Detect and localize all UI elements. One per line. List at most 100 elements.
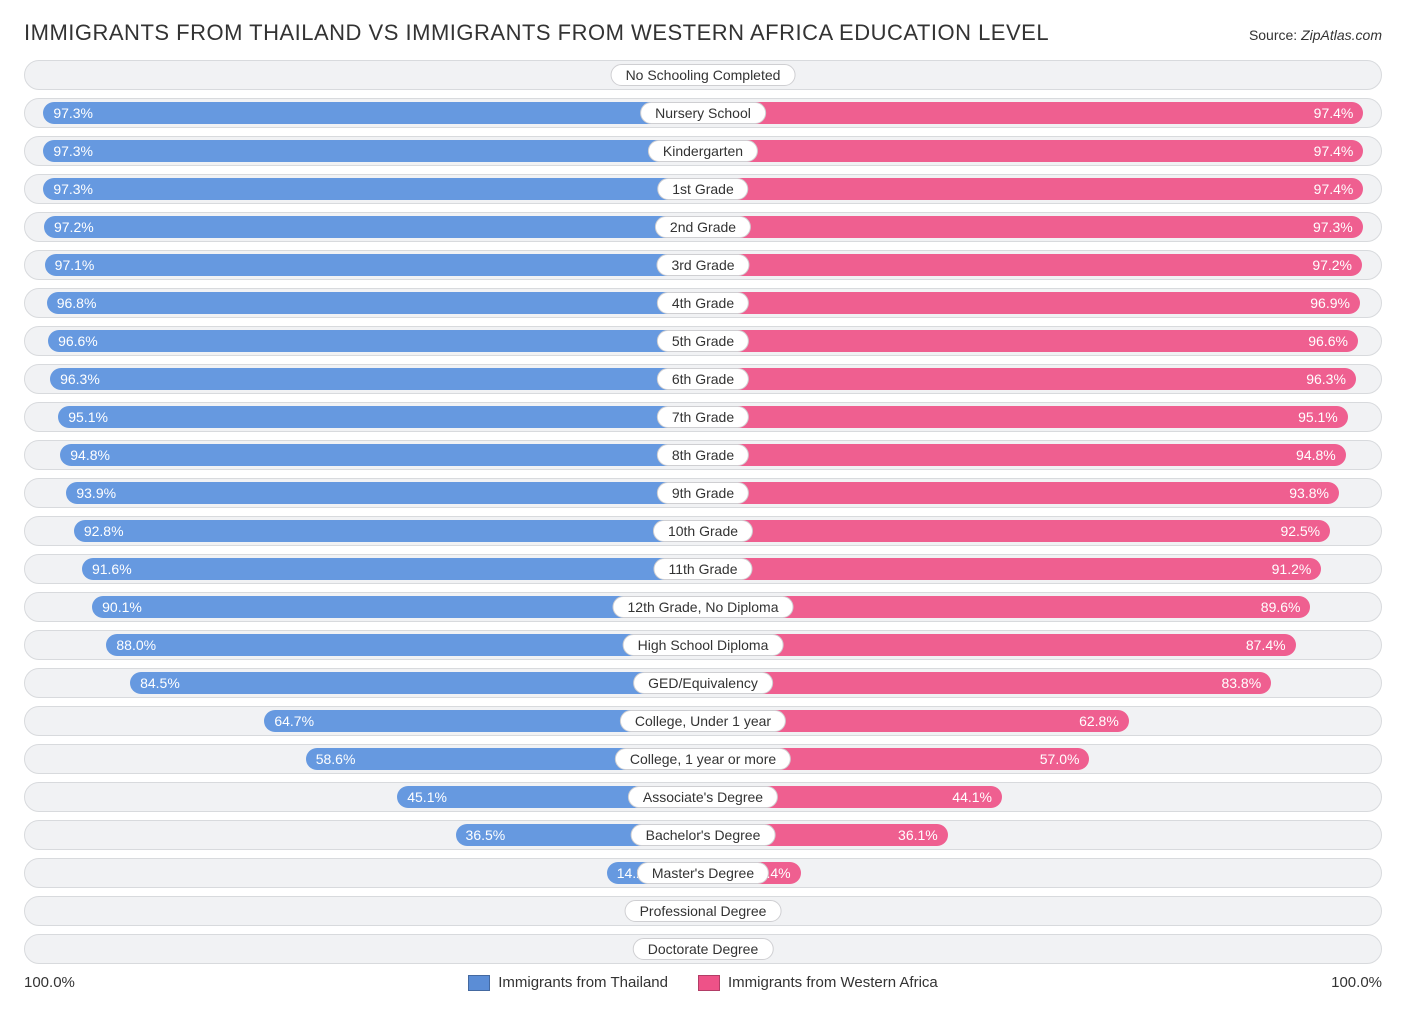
bar-left-value: 64.7% bbox=[264, 713, 324, 729]
bar-left-value: 92.8% bbox=[74, 523, 134, 539]
bar-left: 96.3% bbox=[50, 368, 703, 390]
legend-item-right: Immigrants from Western Africa bbox=[698, 974, 938, 991]
bar-right: 93.8% bbox=[703, 482, 1339, 504]
chart-source: Source: ZipAtlas.com bbox=[1249, 27, 1382, 43]
bar-right-value: 93.8% bbox=[1279, 485, 1339, 501]
category-label: 12th Grade, No Diploma bbox=[613, 596, 794, 618]
legend-label-right: Immigrants from Western Africa bbox=[728, 974, 938, 991]
chart-row: 96.8%96.9%4th Grade bbox=[24, 288, 1382, 318]
bar-right-value: 83.8% bbox=[1211, 675, 1271, 691]
category-label: 7th Grade bbox=[657, 406, 749, 428]
category-label: GED/Equivalency bbox=[633, 672, 773, 694]
chart-row: 14.2%14.4%Master's Degree bbox=[24, 858, 1382, 888]
bar-left-value: 97.3% bbox=[43, 181, 103, 197]
bar-left: 91.6% bbox=[82, 558, 703, 580]
bar-right-value: 44.1% bbox=[942, 789, 1002, 805]
category-label: High School Diploma bbox=[623, 634, 784, 656]
bar-left: 97.1% bbox=[45, 254, 703, 276]
chart-row: 36.5%36.1%Bachelor's Degree bbox=[24, 820, 1382, 850]
category-label: 11th Grade bbox=[653, 558, 752, 580]
bar-left: 96.8% bbox=[47, 292, 703, 314]
bar-left-value: 93.9% bbox=[66, 485, 126, 501]
source-label: Source: bbox=[1249, 27, 1301, 43]
legend-swatch-left bbox=[468, 975, 490, 991]
bar-left-value: 96.8% bbox=[47, 295, 107, 311]
chart-row: 96.3%96.3%6th Grade bbox=[24, 364, 1382, 394]
bar-right-value: 87.4% bbox=[1236, 637, 1296, 653]
chart-header: IMMIGRANTS FROM THAILAND VS IMMIGRANTS F… bbox=[24, 20, 1382, 46]
bar-right-value: 62.8% bbox=[1069, 713, 1129, 729]
chart-row: 84.5% 83.8% GED/Equivalency bbox=[24, 668, 1382, 698]
category-label: 8th Grade bbox=[657, 444, 749, 466]
bar-left: 95.1% bbox=[58, 406, 703, 428]
category-label: Bachelor's Degree bbox=[631, 824, 776, 846]
chart-row: 96.6% 96.6% 5th Grade bbox=[24, 326, 1382, 356]
category-label: 9th Grade bbox=[657, 482, 749, 504]
bar-right-value: 97.4% bbox=[1304, 143, 1364, 159]
source-value: ZipAtlas.com bbox=[1301, 27, 1382, 43]
category-label: 10th Grade bbox=[653, 520, 753, 542]
category-label: Master's Degree bbox=[637, 862, 769, 884]
chart-legend: Immigrants from Thailand Immigrants from… bbox=[75, 974, 1331, 991]
bar-right-value: 57.0% bbox=[1030, 751, 1090, 767]
bar-left-value: 96.3% bbox=[50, 371, 110, 387]
chart-row: 93.9% 93.8% 9th Grade bbox=[24, 478, 1382, 508]
bar-left: 84.5% bbox=[130, 672, 703, 694]
category-label: College, Under 1 year bbox=[620, 710, 786, 732]
bar-left-value: 88.0% bbox=[106, 637, 166, 653]
bar-left-value: 90.1% bbox=[92, 599, 152, 615]
bar-right: 96.6% bbox=[703, 330, 1358, 352]
axis-max-left: 100.0% bbox=[24, 974, 75, 991]
bar-left-value: 97.2% bbox=[44, 219, 104, 235]
chart-title: IMMIGRANTS FROM THAILAND VS IMMIGRANTS F… bbox=[24, 20, 1049, 46]
bar-right-value: 96.3% bbox=[1296, 371, 1356, 387]
bar-left: 97.3% bbox=[43, 102, 703, 124]
bar-left: 97.3% bbox=[43, 178, 703, 200]
category-label: Kindergarten bbox=[648, 140, 758, 162]
bar-right: 83.8% bbox=[703, 672, 1271, 694]
bar-right: 95.1% bbox=[703, 406, 1348, 428]
bar-left: 88.0% bbox=[106, 634, 703, 656]
bar-right: 92.5% bbox=[703, 520, 1330, 542]
bar-right-value: 95.1% bbox=[1288, 409, 1348, 425]
category-label: 4th Grade bbox=[657, 292, 749, 314]
category-label: Professional Degree bbox=[625, 900, 782, 922]
bar-right: 97.3% bbox=[703, 216, 1363, 238]
bar-right-value: 89.6% bbox=[1251, 599, 1311, 615]
chart-row: 58.6%57.0%College, 1 year or more bbox=[24, 744, 1382, 774]
category-label: Nursery School bbox=[640, 102, 766, 124]
bar-right-value: 97.2% bbox=[1302, 257, 1362, 273]
bar-right: 97.2% bbox=[703, 254, 1362, 276]
chart-row: 97.3%97.4%Kindergarten bbox=[24, 136, 1382, 166]
axis-max-right: 100.0% bbox=[1331, 974, 1382, 991]
bar-right-value: 92.5% bbox=[1270, 523, 1330, 539]
chart-row: 90.1% 89.6% 12th Grade, No Diploma bbox=[24, 592, 1382, 622]
category-label: No Schooling Completed bbox=[611, 64, 796, 86]
chart-row: 4.3%4.0%Professional Degree bbox=[24, 896, 1382, 926]
bar-left-value: 45.1% bbox=[397, 789, 457, 805]
chart-row: 97.3%97.4%Nursery School bbox=[24, 98, 1382, 128]
chart-row: 97.1%97.2%3rd Grade bbox=[24, 250, 1382, 280]
bar-right: 87.4% bbox=[703, 634, 1296, 656]
legend-swatch-right bbox=[698, 975, 720, 991]
chart-row: 1.8%1.7%Doctorate Degree bbox=[24, 934, 1382, 964]
category-label: 2nd Grade bbox=[655, 216, 751, 238]
bar-left-value: 96.6% bbox=[48, 333, 108, 349]
chart-row: 45.1%44.1%Associate's Degree bbox=[24, 782, 1382, 812]
bar-left-value: 84.5% bbox=[130, 675, 190, 691]
category-label: College, 1 year or more bbox=[615, 748, 791, 770]
bar-left: 90.1% bbox=[92, 596, 703, 618]
category-label: 1st Grade bbox=[657, 178, 748, 200]
bar-right-value: 96.6% bbox=[1298, 333, 1358, 349]
legend-item-left: Immigrants from Thailand bbox=[468, 974, 668, 991]
chart-row: 88.0% 87.4% High School Diploma bbox=[24, 630, 1382, 660]
bar-right: 97.4% bbox=[703, 102, 1363, 124]
category-label: Doctorate Degree bbox=[633, 938, 774, 960]
bar-left: 93.9% bbox=[66, 482, 703, 504]
chart-row: 95.1% 95.1% 7th Grade bbox=[24, 402, 1382, 432]
bar-left-value: 95.1% bbox=[58, 409, 118, 425]
bar-right-value: 94.8% bbox=[1286, 447, 1346, 463]
bar-left: 94.8% bbox=[60, 444, 703, 466]
chart-row: 97.2% 97.3%2nd Grade bbox=[24, 212, 1382, 242]
category-label: 5th Grade bbox=[657, 330, 749, 352]
